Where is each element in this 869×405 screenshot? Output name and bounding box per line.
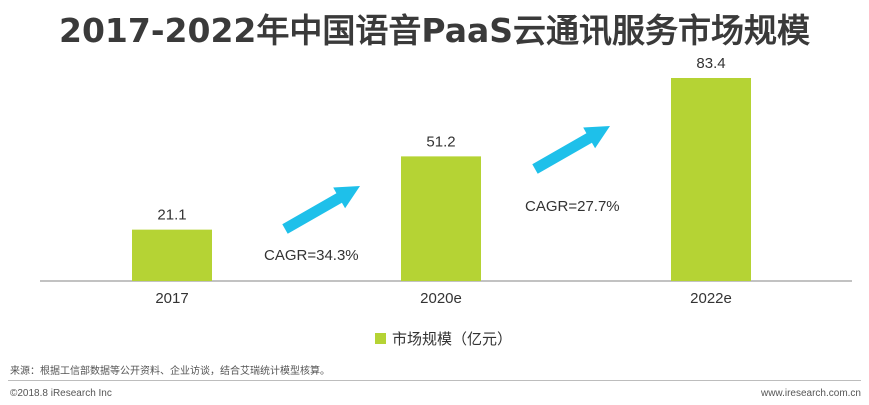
x-tick-label-2020e: 2020e — [420, 290, 462, 307]
arrow-up-right-icon — [532, 126, 610, 174]
data-label-2017: 21.1 — [157, 207, 186, 224]
bar-2022e — [671, 78, 751, 281]
x-tick-label-2022e: 2022e — [690, 290, 732, 307]
chart-title: 2017-2022年中国语音PaaS云通讯服务市场规模 — [59, 11, 810, 50]
x-tick-label-2017: 2017 — [155, 290, 188, 307]
bar-2020e — [401, 156, 481, 281]
arrow-up-right-icon — [282, 186, 360, 234]
cagr-label: CAGR=34.3% — [264, 247, 359, 264]
legend: 市场规模（亿元） — [375, 328, 512, 348]
legend-swatch — [375, 332, 386, 344]
footer-divider — [8, 380, 861, 381]
legend-label: 市场规模（亿元） — [392, 329, 513, 348]
data-label-2020e: 51.2 — [426, 133, 455, 150]
copyright-text: ©2018.8 iResearch Inc — [10, 388, 112, 399]
data-label-2022e: 83.4 — [696, 55, 725, 72]
source-note: 来源：根据工信部数据等公开资料、企业访谈，结合艾瑞统计模型核算。 — [10, 366, 330, 377]
cagr-label: CAGR=27.7% — [525, 198, 620, 215]
bar-2017 — [132, 229, 212, 281]
website-text: www.iresearch.com.cn — [760, 388, 861, 399]
